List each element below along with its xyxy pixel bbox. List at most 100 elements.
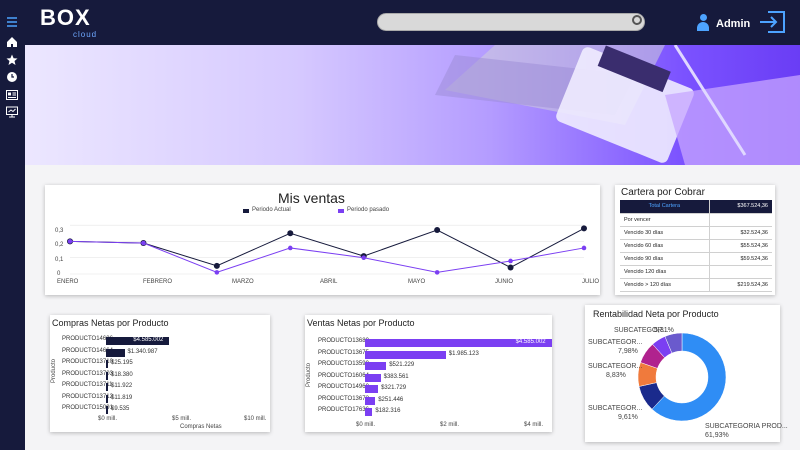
table-row: Vencido 30 días $32.524,36 <box>620 226 772 240</box>
x-tick: $0 mill. <box>98 416 118 422</box>
bar-value-label: $4.585.002 <box>133 337 164 343</box>
data-point[interactable] <box>361 255 367 261</box>
bar-category: PRODUCTO13675 <box>318 349 369 356</box>
donut-pct: 8,83% <box>606 372 626 379</box>
table-row: Vencido > 120 días $219.524,36 <box>620 278 772 292</box>
bar[interactable] <box>365 408 373 416</box>
data-point[interactable] <box>214 270 220 275</box>
x-tick: $5 mill. <box>172 416 192 422</box>
table-cell: $367.524,36 <box>708 200 772 214</box>
clock-icon[interactable] <box>6 71 18 83</box>
legend-actual-label: Periodo Actual <box>252 207 291 213</box>
star-icon[interactable] <box>6 54 18 66</box>
x-tick: $10 mill. <box>244 416 267 422</box>
compras-title: Compras Netas por Producto <box>52 318 169 328</box>
table-cell: $59.524,36 <box>708 252 772 266</box>
data-point[interactable] <box>508 258 513 264</box>
cartera-table: Total Cartera $367.524,36 Por vencer Venc… <box>620 200 772 292</box>
donut-label: SUBCATEGORIA PROD... <box>705 423 788 430</box>
data-point[interactable] <box>213 262 220 269</box>
bar-category: PRODUCTO13703 <box>62 370 113 377</box>
data-point[interactable] <box>581 245 587 251</box>
data-point[interactable] <box>287 245 293 251</box>
bar-category: PRODUCTO14664 <box>62 347 113 354</box>
bar-value-label: $521.229 <box>389 362 415 368</box>
logo-subtitle: cloud <box>73 30 98 39</box>
bar[interactable] <box>106 337 170 345</box>
bar[interactable] <box>365 339 552 347</box>
search-input[interactable] <box>377 13 645 31</box>
bar[interactable] <box>365 362 387 370</box>
data-point[interactable] <box>141 240 146 246</box>
x-tick: JULIO <box>582 279 600 285</box>
bar-category: PRODUCTO13710 <box>62 359 113 365</box>
logo[interactable]: BOX <box>40 5 91 30</box>
user-name[interactable]: Admin <box>716 18 751 30</box>
data-point[interactable] <box>434 270 440 275</box>
data-point[interactable] <box>67 239 73 244</box>
x-tick: $0 mill. <box>356 422 376 428</box>
donut-label: SUBCATEGOR... <box>588 405 643 412</box>
data-point[interactable] <box>507 264 514 271</box>
id-card-icon[interactable] <box>6 89 18 101</box>
donut-pct: 5,31% <box>654 327 674 334</box>
data-point[interactable] <box>287 230 294 237</box>
x-tick: ENERO <box>57 279 79 285</box>
table-row: Vencido 120 días <box>620 265 772 279</box>
donut-slice[interactable] <box>664 332 683 354</box>
bar[interactable] <box>106 348 125 357</box>
x-tick: MAYO <box>408 279 426 285</box>
table-cell: $55.524,36 <box>708 239 772 253</box>
table-row: Vencido 90 días $59.524,36 <box>620 252 772 266</box>
x-tick: $2 mill. <box>440 422 460 428</box>
table-cell: $219.524,36 <box>708 278 772 292</box>
y-tick: 0,1 <box>55 257 64 263</box>
bar[interactable] <box>106 360 108 368</box>
bar[interactable] <box>365 385 379 393</box>
bar[interactable] <box>365 350 446 359</box>
donut-pct: 7,98% <box>618 348 638 355</box>
compras-panel <box>50 315 270 432</box>
logout-icon[interactable] <box>760 10 786 34</box>
table-cell: Vencido > 120 días <box>620 278 710 292</box>
calculator-photo <box>435 45 800 165</box>
bar-value-label: $321.729 <box>381 385 407 391</box>
bar-category: PRODUCTO17636 <box>318 407 369 413</box>
x-tick: ABRIL <box>320 279 338 285</box>
bar[interactable] <box>365 396 376 405</box>
data-point[interactable] <box>581 225 587 232</box>
bar-category: PRODUCTO16064 <box>318 372 369 379</box>
bar-category: PRODUCTO13711 <box>62 382 113 388</box>
bar[interactable] <box>106 383 108 391</box>
ventas-netas-panel <box>305 315 552 432</box>
bar-category: PRODUCTO13590 <box>318 361 369 367</box>
table-cell: Total Cartera <box>620 200 710 214</box>
table-cell <box>708 265 772 279</box>
home-icon[interactable] <box>6 36 18 48</box>
legend-pasado-label: Periodo pasado <box>347 207 390 213</box>
data-point[interactable] <box>434 227 441 234</box>
donut-label: SUBCATEGOR... <box>614 327 669 334</box>
search-icon[interactable] <box>632 15 642 25</box>
table-cell: Vencido 30 días <box>620 226 710 240</box>
donut-slice[interactable] <box>651 332 727 422</box>
bar-value-label: $1.985.123 <box>448 350 479 357</box>
table-cell: Por vencer <box>620 213 710 227</box>
table-row: Por vencer <box>620 213 772 227</box>
table-cell: Vencido 90 días <box>620 252 710 266</box>
bar-category: PRODUCTO15091 <box>62 405 113 411</box>
bar[interactable] <box>106 406 108 414</box>
monitor-icon[interactable] <box>6 106 18 118</box>
bar[interactable] <box>365 373 381 382</box>
bar-value-label: $11.819 <box>111 394 133 401</box>
x-tick: MARZO <box>232 279 254 285</box>
menu-icon[interactable] <box>6 16 18 28</box>
bar-category: PRODUCTO13673 <box>318 395 369 402</box>
bar[interactable] <box>106 371 108 380</box>
table-cell <box>708 213 772 227</box>
bar[interactable] <box>106 394 108 403</box>
bar-value-label: $383.561 <box>383 373 409 380</box>
bar-value-label: $9.535 <box>111 406 130 412</box>
user-icon <box>697 14 709 32</box>
